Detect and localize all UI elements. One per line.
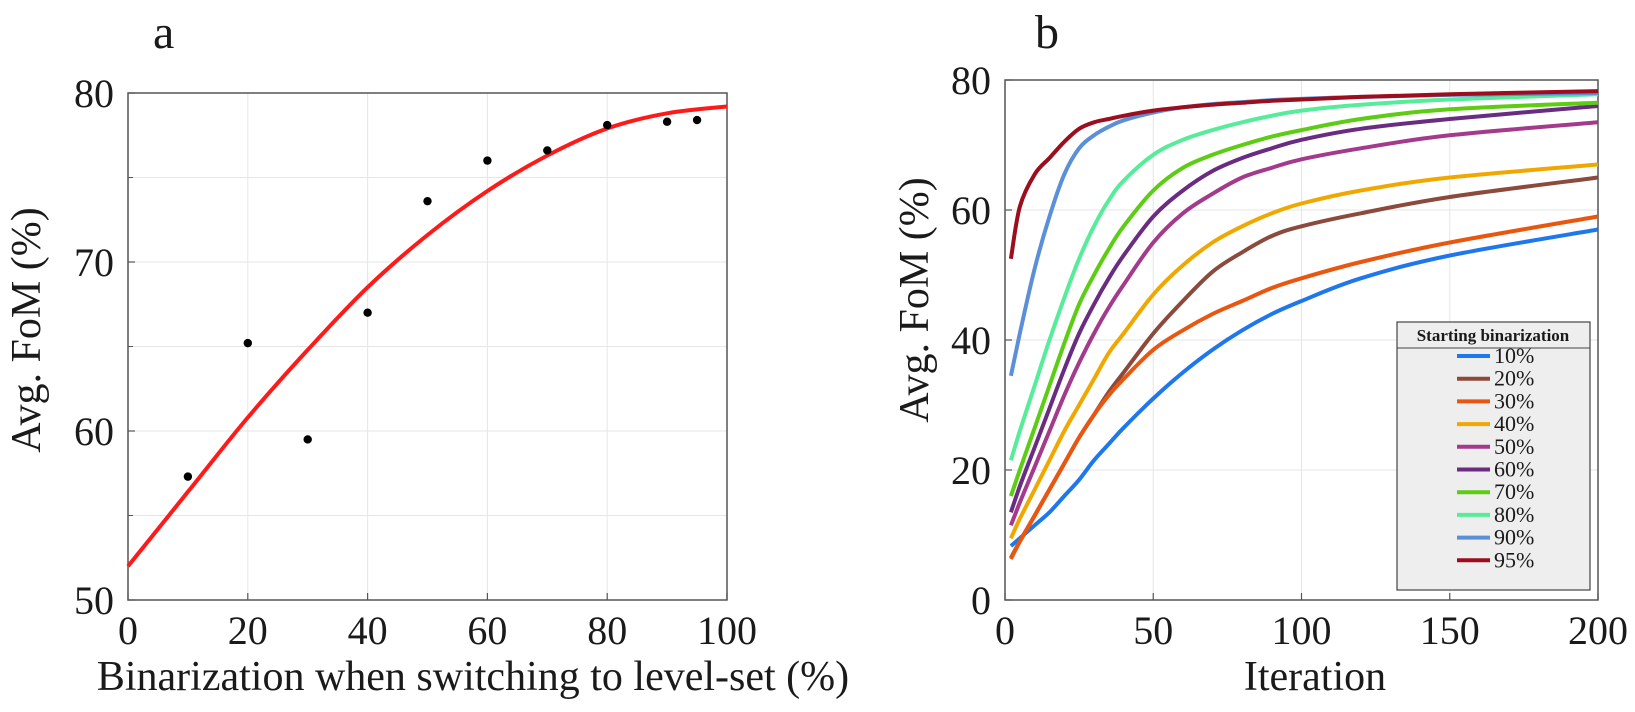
legend-label: 60%: [1494, 457, 1534, 482]
data-point: [303, 435, 312, 444]
legend-title: Starting binarization: [1417, 326, 1570, 345]
x-tick-label: 20: [228, 608, 268, 653]
y-tick-label: 40: [951, 318, 991, 363]
series-line-70pct: [1009, 100, 1599, 497]
legend-label: 95%: [1494, 547, 1534, 572]
x-tick-label: 0: [995, 608, 1015, 653]
series-line-80pct: [1008, 92, 1599, 461]
data-point: [543, 146, 552, 155]
panel-a-label: a: [153, 6, 174, 59]
panel-b-legend: Starting binarization 10%20%30%40%50%60%…: [1396, 321, 1591, 591]
legend-label: 80%: [1494, 502, 1534, 527]
data-point: [603, 120, 612, 130]
panel-a-data-points: [183, 115, 702, 481]
y-tick-label: 60: [951, 188, 991, 233]
x-tick-label: 0: [118, 608, 138, 653]
data-point: [662, 117, 672, 126]
data-point: [243, 338, 252, 348]
legend-label: 90%: [1494, 525, 1534, 550]
x-tick-label: 150: [1420, 608, 1480, 653]
series-line-10pct: [1009, 227, 1599, 548]
panel-a: a 0 20 40 60 80 100 50 60 70 80 Binarization when…: [4, 6, 849, 700]
y-tick-label: 70: [74, 240, 114, 285]
x-tick-label: 60: [467, 608, 507, 653]
panel-b-x-axis-title: Iteration: [1244, 654, 1386, 700]
legend-label: 20%: [1494, 366, 1534, 391]
data-point: [692, 115, 702, 125]
series-line-30pct: [1009, 214, 1599, 560]
legend-label: 40%: [1494, 411, 1534, 436]
panel-a-x-axis-title: Binarization when switching to level-set…: [97, 654, 849, 700]
legend-label: 70%: [1494, 479, 1534, 504]
panel-b-label: b: [1035, 6, 1059, 59]
data-point: [483, 156, 492, 165]
series-line-40pct: [1009, 162, 1599, 540]
x-tick-label: 200: [1568, 608, 1628, 653]
x-tick-label: 80: [587, 608, 627, 653]
fit-curve-line: [126, 104, 728, 568]
panel-b-series-lines: [1008, 89, 1599, 560]
y-tick-label: 0: [971, 578, 991, 623]
panel-a-grid: [127, 92, 728, 601]
y-tick-label: 80: [951, 58, 991, 103]
panel-a-fit-curve: [126, 104, 728, 568]
y-tick-label: 50: [74, 578, 114, 623]
panel-a-ticks: 0 20 40 60 80 100 50 60 70 80: [74, 71, 757, 653]
panel-a-y-axis-title: Avg. FoM (%): [4, 207, 50, 452]
x-tick-label: 40: [348, 608, 388, 653]
series-line-95pct: [1008, 89, 1599, 260]
x-tick-label: 100: [1272, 608, 1332, 653]
y-tick-label: 60: [74, 409, 114, 454]
data-point: [183, 472, 193, 481]
data-point: [363, 308, 372, 317]
legend-label: 10%: [1494, 343, 1534, 368]
x-tick-label: 50: [1133, 608, 1173, 653]
panel-b: b 0 50 100 150 200 0 20 40 60 80 Iteration Avg. F…: [892, 6, 1628, 700]
panel-b-y-axis-title: Avg. FoM (%): [892, 177, 938, 422]
x-tick-label: 100: [697, 608, 757, 653]
y-tick-label: 20: [951, 448, 991, 493]
legend-box: [1396, 321, 1591, 591]
series-line-50pct: [1009, 120, 1599, 527]
series-line-60pct: [1009, 104, 1599, 513]
data-point: [423, 196, 432, 206]
legend-label: 50%: [1494, 434, 1534, 459]
legend-label: 30%: [1494, 388, 1534, 413]
panel-b-ticks: 0 50 100 150 200 0 20 40 60 80: [951, 58, 1628, 653]
legend-items: 10%20%30%40%50%60%70%80%90%95%: [1457, 343, 1534, 572]
y-tick-label: 80: [74, 71, 114, 116]
